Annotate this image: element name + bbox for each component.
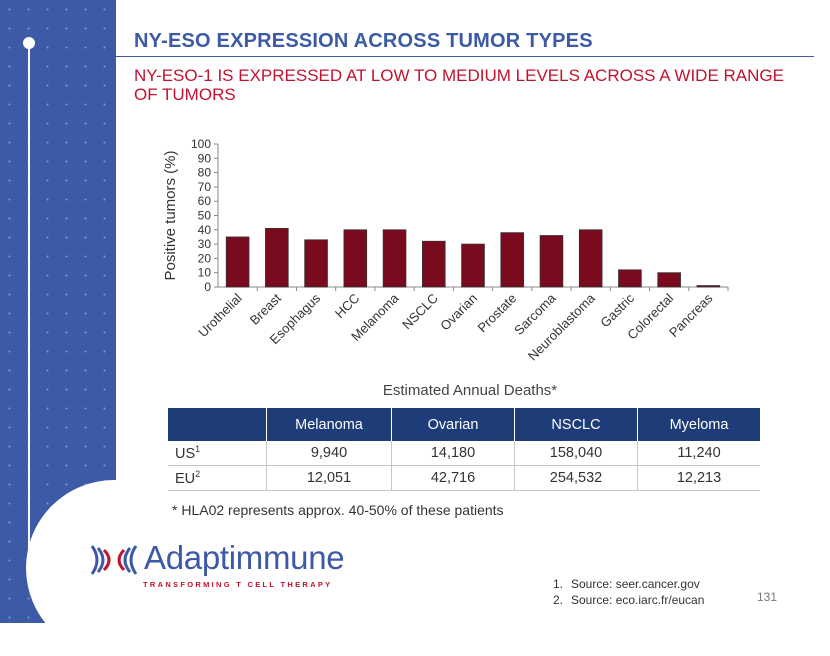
table-cell: 42,716 — [391, 465, 515, 491]
deaths-table: Melanoma Ovarian NSCLC Myeloma US1 9,940… — [168, 408, 760, 491]
source-item: 2. Source: eco.iarc.fr/eucan — [553, 593, 705, 607]
slide-subtitle: NY-ESO-1 IS EXPRESSED AT LOW TO MEDIUM L… — [134, 66, 784, 104]
x-tick-label: Pancreas — [666, 290, 716, 340]
row-label-superscript: 2 — [195, 469, 201, 480]
source-text: Source: eco.iarc.fr/eucan — [571, 593, 705, 607]
bar — [696, 285, 721, 288]
logo-tagline: TRANSFORMING T CELL THERAPY — [143, 580, 333, 589]
table-cell: 12,213 — [637, 465, 760, 491]
table-header-cell: Ovarian — [391, 408, 515, 441]
x-tick-label: Neuroblastoma — [525, 290, 598, 363]
sidebar-dot — [23, 37, 35, 49]
row-label: US1 — [168, 441, 267, 466]
bar — [618, 269, 642, 288]
y-tick-label: 90 — [198, 151, 212, 165]
table-cell: 254,532 — [514, 465, 638, 491]
table-cell: 14,180 — [391, 441, 515, 466]
bar — [657, 272, 681, 288]
row-label-text: US — [175, 445, 196, 462]
table-title: Estimated Annual Deaths* — [382, 382, 558, 399]
row-label: EU2 — [168, 465, 267, 491]
table-cell: 11,240 — [637, 441, 760, 466]
x-tick-label: Ovarian — [437, 291, 480, 334]
adaptimmune-logo-icon — [88, 540, 140, 585]
y-tick-label: 80 — [198, 166, 212, 180]
y-tick-label: 50 — [198, 209, 212, 223]
bar — [343, 229, 368, 288]
table-row: US1 9,940 14,180 158,040 11,240 — [168, 441, 760, 466]
y-tick-label: 100 — [191, 137, 211, 151]
row-label-superscript: 1 — [195, 444, 201, 455]
header-divider — [116, 56, 814, 57]
footnote: * HLA02 represents approx. 40-50% of the… — [172, 502, 504, 518]
logo-wordmark: Adaptimmune — [144, 539, 345, 576]
y-tick-label: 60 — [198, 194, 212, 208]
table-cell: 9,940 — [266, 441, 392, 466]
source-text: Source: seer.cancer.gov — [571, 577, 700, 591]
y-tick-label: 30 — [198, 237, 212, 251]
table-header-cell: NSCLC — [514, 408, 638, 441]
row-label-text: EU — [175, 470, 196, 487]
y-tick-label: 20 — [198, 251, 212, 265]
table-header-cell: Myeloma — [637, 408, 760, 441]
bar — [500, 232, 525, 288]
sidebar-decoration — [0, 0, 116, 623]
table-row: EU2 12,051 42,716 254,532 12,213 — [168, 465, 760, 491]
bar — [578, 229, 603, 288]
bar — [382, 229, 407, 288]
y-tick-label: 0 — [204, 280, 211, 294]
slide-title: NY-ESO EXPRESSION ACROSS TUMOR TYPES — [134, 30, 593, 52]
table-header-cell: Melanoma — [266, 408, 392, 441]
bar — [421, 240, 446, 288]
table-header-row: Melanoma Ovarian NSCLC Myeloma — [168, 408, 760, 441]
x-tick-label: NSCLC — [399, 291, 441, 333]
bar — [461, 243, 485, 288]
table-cell: 158,040 — [514, 441, 638, 466]
source-item: 1. Source: seer.cancer.gov — [553, 577, 700, 591]
table-cell: 12,051 — [266, 465, 392, 491]
y-tick-label: 70 — [198, 180, 212, 194]
x-tick-label: HCC — [332, 291, 363, 322]
table-header-cell — [168, 408, 267, 441]
bar — [265, 227, 289, 288]
y-tick-label: 10 — [198, 266, 212, 280]
sidebar-vertical-line — [28, 43, 30, 565]
bar — [539, 235, 564, 288]
page-number: 131 — [757, 590, 778, 604]
y-tick-label: 40 — [198, 223, 212, 237]
x-tick-label: Breast — [247, 290, 284, 327]
bar — [304, 239, 328, 288]
y-axis-title: Positive tumors (%) — [162, 150, 179, 280]
sources-list: 1. Source: seer.cancer.gov 2. Source: eco.… — [553, 576, 704, 608]
bar — [225, 236, 250, 288]
x-tick-label: Urothelial — [195, 290, 245, 340]
